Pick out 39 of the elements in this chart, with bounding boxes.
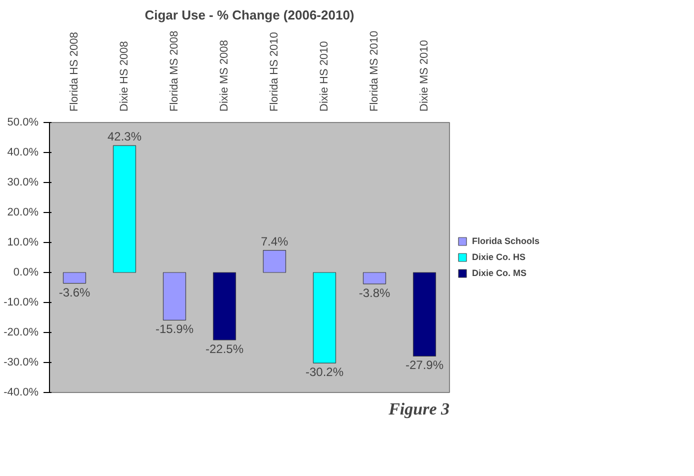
legend-label: Dixie Co. HS: [472, 252, 526, 262]
x-tick-label: Florida HS 2010: [268, 32, 280, 112]
x-tick-label: Florida MS 2010: [368, 30, 380, 112]
x-tick-label: Florida MS 2008: [168, 30, 180, 112]
bar: [212, 272, 236, 340]
data-label: -3.8%: [358, 286, 391, 300]
chart-title: Cigar Use - % Change (2006-2010): [144, 8, 354, 22]
y-tick-label: 10.0%: [7, 236, 39, 248]
data-label: -27.9%: [405, 358, 444, 372]
y-tick-label: -30.0%: [4, 356, 39, 368]
y-tick-label: 0.0%: [13, 266, 39, 278]
bar: [112, 145, 136, 273]
data-label: -30.2%: [305, 365, 344, 380]
data-label: 7.4%: [260, 234, 289, 248]
x-tick-label: Dixie HS 2010: [318, 41, 330, 112]
data-label: -15.9%: [155, 322, 194, 336]
x-tick-label: Dixie MS 2008: [218, 40, 230, 112]
bar: [162, 272, 186, 320]
data-label: -22.5%: [205, 342, 244, 356]
y-tick-label: 20.0%: [7, 206, 39, 218]
x-tick-label: Dixie HS 2008: [118, 41, 130, 112]
y-tick-label: -40.0%: [4, 386, 39, 398]
y-tick-label: -10.0%: [4, 296, 39, 308]
y-tick-label: 40.0%: [7, 146, 39, 158]
y-tick-label: 50.0%: [7, 116, 39, 128]
bar: [362, 272, 386, 284]
data-label: -3.6%: [58, 285, 91, 300]
caption: Figure 3: [388, 400, 450, 418]
bar: [262, 250, 286, 273]
bar: [62, 272, 86, 284]
bar: [312, 272, 336, 364]
x-tick-label: Dixie MS 2010: [418, 40, 430, 112]
x-tick-label: Florida HS 2008: [68, 32, 80, 112]
y-tick-label: -20.0%: [4, 326, 39, 338]
data-label: 42.3%: [107, 130, 142, 144]
legend-label: Dixie Co. MS: [472, 268, 527, 278]
legend-label: Florida Schools: [472, 236, 540, 246]
bar: [412, 272, 436, 356]
y-tick-label: 30.0%: [7, 176, 39, 188]
